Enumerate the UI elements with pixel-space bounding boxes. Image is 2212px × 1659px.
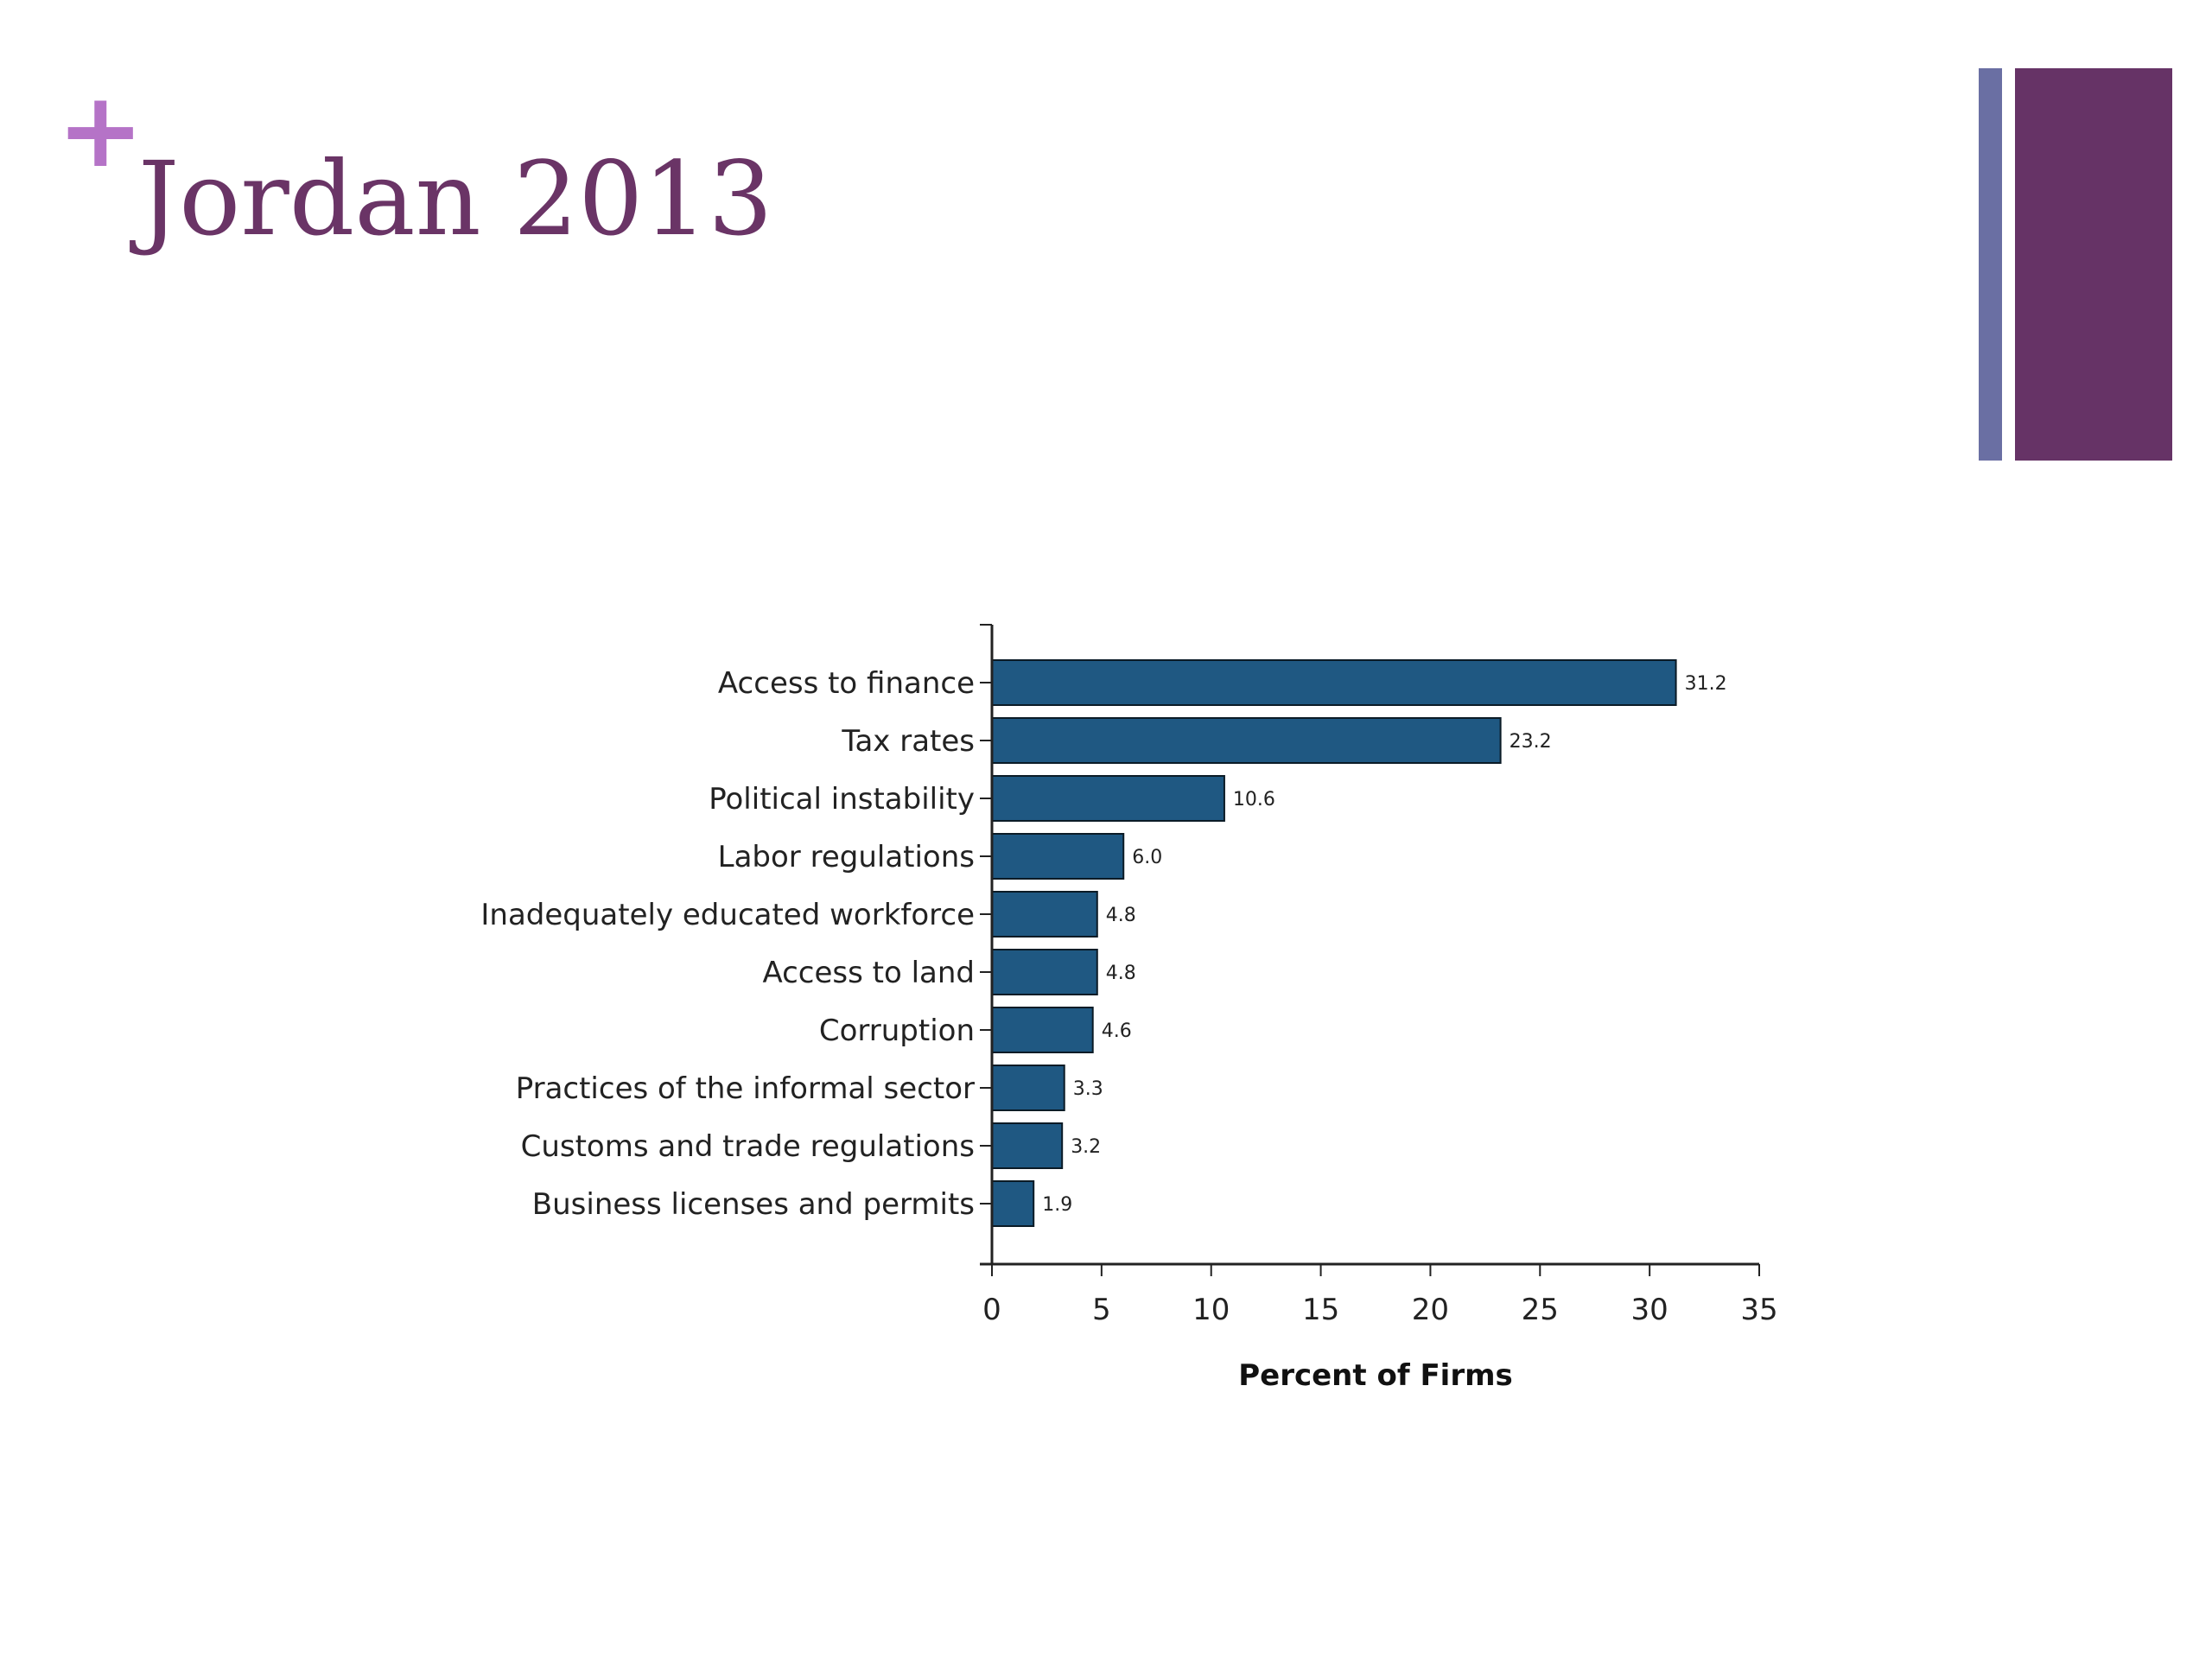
x-tick-label: 20 bbox=[1412, 1293, 1449, 1327]
x-tick-label: 35 bbox=[1740, 1293, 1777, 1327]
bar bbox=[991, 1180, 1035, 1227]
bars: 31.2 23.2 10.6 6.0 4.8 4.8 4.6 3.3 3.2 1.9 bbox=[991, 659, 1727, 1227]
category-label: Access to finance bbox=[718, 666, 975, 701]
category-label: Tax rates bbox=[841, 724, 975, 759]
plus-icon: + bbox=[57, 71, 144, 191]
x-tick-label: 30 bbox=[1631, 1293, 1669, 1327]
slide-title: Jordan 2013 bbox=[138, 139, 773, 258]
bar bbox=[991, 1122, 1064, 1169]
x-tick-label: 15 bbox=[1302, 1293, 1339, 1327]
x-tick-label: 5 bbox=[1092, 1293, 1111, 1327]
bar bbox=[991, 891, 1098, 938]
bar bbox=[991, 659, 1677, 706]
x-tick-label: 25 bbox=[1522, 1293, 1559, 1327]
data-label: 4.6 bbox=[1102, 1020, 1132, 1042]
category-label: Political instability bbox=[709, 782, 975, 817]
data-label: 10.6 bbox=[1233, 789, 1275, 810]
x-tick-label: 0 bbox=[982, 1293, 1001, 1327]
category-label: Labor regulations bbox=[718, 840, 975, 874]
category-label: Practices of the informal sector bbox=[516, 1071, 975, 1106]
data-label: 3.2 bbox=[1071, 1136, 1101, 1158]
category-label: Access to land bbox=[762, 956, 975, 990]
x-tick-label: 10 bbox=[1192, 1293, 1230, 1327]
accent-bar-thin bbox=[1979, 68, 2002, 461]
data-label: 4.8 bbox=[1106, 963, 1136, 984]
category-label: Business licenses and permits bbox=[532, 1187, 975, 1222]
data-label: 4.8 bbox=[1106, 905, 1136, 926]
bar bbox=[991, 1065, 1065, 1111]
data-label: 31.2 bbox=[1685, 673, 1727, 695]
category-label: Inadequately educated workforce bbox=[480, 898, 975, 932]
data-label: 23.2 bbox=[1510, 731, 1552, 753]
bar bbox=[991, 717, 1502, 764]
accent-bar-wide bbox=[2015, 68, 2172, 461]
bar bbox=[991, 1007, 1094, 1053]
bar bbox=[991, 833, 1125, 880]
data-label: 6.0 bbox=[1132, 847, 1162, 868]
category-label: Customs and trade regulations bbox=[521, 1129, 975, 1164]
bar bbox=[991, 775, 1225, 822]
x-axis-title: Percent of Firms bbox=[1238, 1358, 1513, 1393]
bar bbox=[991, 949, 1098, 995]
data-label: 3.3 bbox=[1073, 1078, 1103, 1100]
data-label: 1.9 bbox=[1042, 1194, 1072, 1216]
axes: Access to finance Tax rates Political inst… bbox=[480, 624, 1778, 1327]
category-label: Corruption bbox=[819, 1014, 975, 1048]
